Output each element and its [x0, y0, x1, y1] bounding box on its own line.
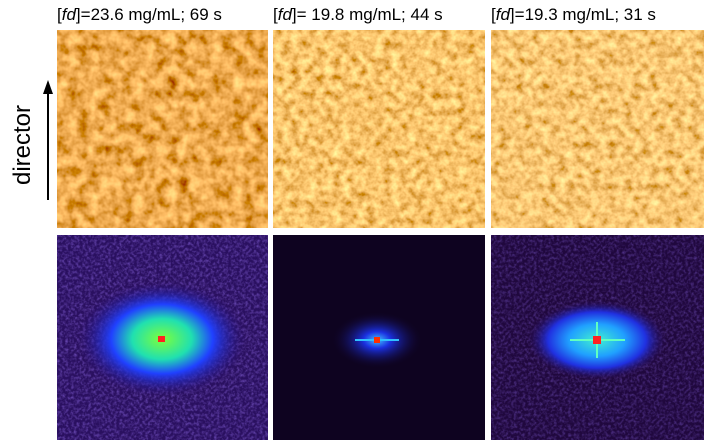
fft-panel [491, 235, 704, 440]
label-part: fd [62, 5, 77, 24]
label-part: [ [491, 5, 496, 24]
label-part: fd [496, 5, 511, 24]
label-part: [ [273, 5, 278, 24]
axis-label: director [9, 105, 36, 185]
panel-label: [fd]= 19.8 mg/mL; 44 s [273, 5, 443, 24]
label-part: ]=23.6 mg/mL; 69 s [76, 5, 222, 24]
label-part: [ [57, 5, 62, 24]
fft-panel [273, 235, 485, 440]
label-part: ]= 19.8 mg/mL; 44 s [292, 5, 443, 24]
label-part: fd [278, 5, 293, 24]
image-real-space [273, 30, 485, 228]
image-real-space [57, 30, 268, 228]
image-real-space [491, 30, 704, 228]
fft-panel [57, 235, 268, 440]
label-part: ]=19.3 mg/mL; 31 s [510, 5, 656, 24]
panel-label: [fd]=23.6 mg/mL; 69 s [57, 5, 222, 24]
arrow-head [43, 80, 53, 94]
panel-label: [fd]=19.3 mg/mL; 31 s [491, 5, 656, 24]
